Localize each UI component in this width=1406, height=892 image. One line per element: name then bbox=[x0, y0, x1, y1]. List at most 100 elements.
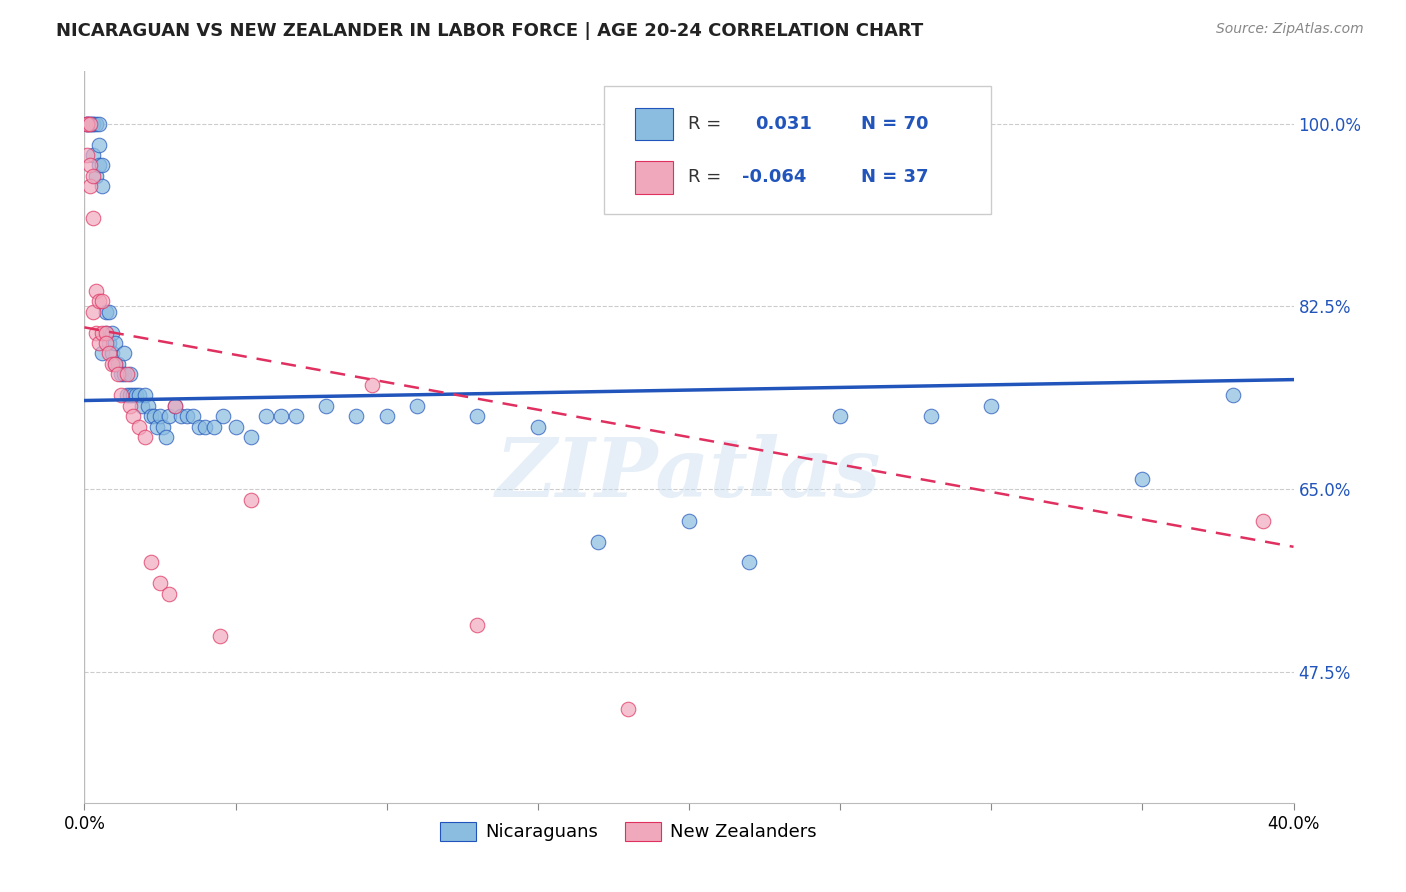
Point bbox=[165, 399, 187, 413]
Point bbox=[91, 326, 114, 340]
Point bbox=[94, 336, 117, 351]
Point bbox=[110, 368, 132, 382]
Point bbox=[107, 368, 129, 382]
Point bbox=[149, 576, 172, 591]
Point bbox=[82, 117, 104, 131]
Point bbox=[89, 336, 111, 351]
Point bbox=[142, 409, 165, 424]
Point bbox=[76, 117, 98, 131]
Point bbox=[346, 409, 368, 424]
FancyBboxPatch shape bbox=[605, 86, 991, 214]
Point bbox=[375, 409, 398, 424]
Point bbox=[110, 388, 132, 402]
Point bbox=[1130, 472, 1153, 486]
Point bbox=[165, 399, 187, 413]
Text: 0.031: 0.031 bbox=[755, 115, 813, 133]
FancyBboxPatch shape bbox=[634, 161, 673, 194]
Text: R =: R = bbox=[688, 169, 721, 186]
Point bbox=[315, 399, 337, 413]
Point bbox=[678, 514, 700, 528]
Text: ZIPatlas: ZIPatlas bbox=[496, 434, 882, 514]
Point bbox=[76, 117, 98, 131]
Point bbox=[1222, 388, 1244, 402]
Point bbox=[79, 117, 101, 131]
Point bbox=[100, 326, 122, 340]
Point bbox=[115, 368, 138, 382]
Point bbox=[920, 409, 942, 424]
Point bbox=[118, 368, 141, 382]
Point bbox=[225, 419, 247, 434]
Point bbox=[212, 409, 235, 424]
Point bbox=[97, 304, 120, 318]
Point bbox=[527, 419, 550, 434]
Point bbox=[152, 419, 174, 434]
Point bbox=[107, 357, 129, 371]
Point bbox=[125, 388, 148, 402]
Point bbox=[104, 357, 127, 371]
Point bbox=[112, 346, 135, 360]
Point bbox=[738, 556, 761, 570]
Point bbox=[406, 399, 429, 413]
Point bbox=[91, 294, 114, 309]
Point bbox=[146, 419, 169, 434]
Point bbox=[76, 148, 98, 162]
Point bbox=[209, 629, 232, 643]
Point bbox=[467, 409, 489, 424]
Point bbox=[76, 117, 98, 131]
Point bbox=[270, 409, 292, 424]
Point bbox=[104, 357, 127, 371]
Point bbox=[82, 148, 104, 162]
Point bbox=[112, 368, 135, 382]
Point bbox=[134, 388, 156, 402]
Point bbox=[89, 294, 111, 309]
Point bbox=[104, 336, 127, 351]
Point bbox=[91, 158, 114, 172]
Point bbox=[176, 409, 198, 424]
Point bbox=[617, 702, 640, 716]
Point bbox=[79, 158, 101, 172]
Point bbox=[136, 399, 159, 413]
Point bbox=[157, 587, 180, 601]
Legend: Nicaraguans, New Zealanders: Nicaraguans, New Zealanders bbox=[433, 814, 824, 848]
Point bbox=[139, 556, 162, 570]
Point bbox=[94, 326, 117, 340]
Point bbox=[89, 137, 111, 152]
Point bbox=[86, 169, 108, 183]
Point bbox=[128, 388, 150, 402]
Point bbox=[100, 357, 122, 371]
Text: N = 70: N = 70 bbox=[860, 115, 928, 133]
Point bbox=[91, 346, 114, 360]
Point bbox=[134, 430, 156, 444]
Point bbox=[149, 409, 172, 424]
Point bbox=[254, 409, 277, 424]
Point bbox=[97, 336, 120, 351]
Text: N = 37: N = 37 bbox=[860, 169, 928, 186]
Point bbox=[980, 399, 1002, 413]
Point bbox=[82, 169, 104, 183]
Point bbox=[76, 117, 98, 131]
Point bbox=[139, 409, 162, 424]
Point bbox=[97, 346, 120, 360]
Point bbox=[830, 409, 852, 424]
Text: -0.064: -0.064 bbox=[742, 169, 807, 186]
Point bbox=[467, 618, 489, 632]
Point bbox=[155, 430, 177, 444]
Point bbox=[115, 388, 138, 402]
Point bbox=[82, 304, 104, 318]
Point bbox=[79, 117, 101, 131]
Point bbox=[360, 377, 382, 392]
Point bbox=[121, 409, 143, 424]
Point bbox=[86, 117, 108, 131]
Text: NICARAGUAN VS NEW ZEALANDER IN LABOR FORCE | AGE 20-24 CORRELATION CHART: NICARAGUAN VS NEW ZEALANDER IN LABOR FOR… bbox=[56, 22, 924, 40]
Point bbox=[94, 326, 117, 340]
Point bbox=[86, 284, 108, 298]
Point bbox=[181, 409, 204, 424]
Point bbox=[82, 117, 104, 131]
Point bbox=[131, 399, 153, 413]
Point bbox=[239, 430, 262, 444]
Point bbox=[118, 388, 141, 402]
Point bbox=[188, 419, 211, 434]
Point bbox=[94, 304, 117, 318]
Point bbox=[239, 492, 262, 507]
Point bbox=[89, 158, 111, 172]
